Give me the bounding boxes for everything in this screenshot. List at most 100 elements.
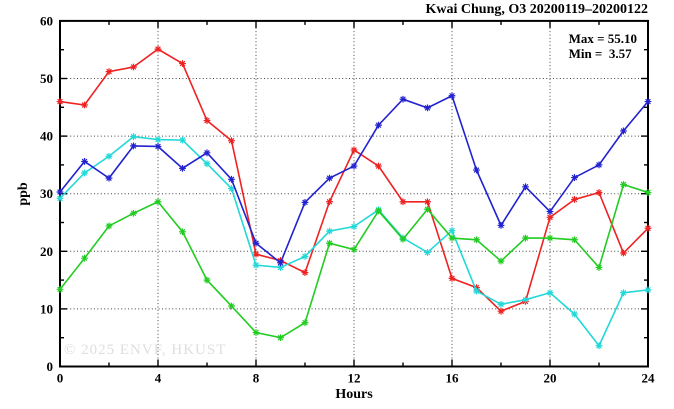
y-tick-label: 50 [40,71,53,86]
data-point-marker [620,289,627,297]
data-point-marker [595,264,603,271]
data-point-marker [473,236,480,244]
data-point-marker [620,127,627,135]
data-point-marker [350,223,358,230]
max-value-label: Max = 55.10 [568,31,637,46]
data-point-marker [620,249,627,257]
data-point-marker [522,296,529,304]
data-point-marker [473,166,480,174]
data-point-marker [228,302,235,310]
data-point-marker [448,227,456,234]
data-point-marker [399,198,407,206]
data-point-marker [595,342,603,350]
series-green-line [59,183,649,339]
x-axis-title: Hours [335,387,373,402]
data-point-marker [130,209,137,217]
series-blue-line [59,94,649,265]
data-point-marker [473,287,480,295]
x-tick-label: 0 [57,371,64,386]
x-tick-label: 8 [253,371,260,386]
data-point-marker [130,142,137,150]
data-point-marker [644,98,652,105]
data-point-marker [56,194,64,202]
data-point-marker [375,162,382,170]
data-point-marker [56,285,64,293]
data-point-marker [424,104,431,112]
data-point-marker [375,121,382,129]
data-point-marker [277,334,284,342]
data-point-marker [595,189,603,196]
chart-title: Kwai Chung, O3 20200119–20200122 [425,2,648,17]
data-point-marker [301,319,309,327]
data-point-marker [203,149,211,157]
data-point-marker [154,45,162,53]
data-point-marker [497,307,505,315]
stats-box: Max = 55.10 Min = 3.57 [569,31,637,61]
data-point-marker [203,160,211,168]
data-point-marker [571,196,578,203]
series-red [56,45,652,315]
data-point-marker [522,183,529,191]
y-tick-label: 60 [40,13,53,28]
data-point-marker [546,234,554,242]
data-point-marker [301,269,309,277]
data-point-marker [154,143,162,150]
data-point-marker [546,289,554,297]
data-point-marker [301,198,309,206]
series-green [56,181,652,342]
data-point-marker [350,162,358,170]
data-point-marker [228,137,235,145]
series-blue [56,92,652,267]
data-point-marker [546,213,554,221]
data-point-marker [375,207,382,215]
y-tick-label: 10 [40,301,53,316]
data-point-marker [399,235,407,243]
data-point-marker [546,208,554,215]
data-point-marker [81,101,88,109]
data-point-marker [473,284,480,291]
data-point-marker [399,95,407,103]
series-cyan [56,133,652,350]
data-point-marker [301,253,309,260]
data-point-marker [620,181,627,188]
data-point-marker [252,329,260,336]
data-point-marker [326,239,333,247]
data-point-marker [203,117,211,124]
data-point-marker [644,224,652,232]
data-point-marker [277,259,284,267]
data-point-marker [326,174,333,182]
min-value-label: Min = 3.57 [568,46,632,61]
data-point-marker [571,236,578,244]
data-point-marker [497,300,505,308]
data-point-marker [228,185,235,192]
x-tick-label: 20 [544,371,557,386]
data-point-marker [154,198,162,206]
data-point-marker [154,136,162,143]
data-point-marker [448,234,456,242]
y-tick-label: 0 [47,359,54,374]
data-point-marker [644,189,652,196]
data-point-marker [448,274,456,282]
data-point-marker [105,152,113,160]
data-point-marker [179,164,186,172]
data-point-marker [179,228,186,236]
y-axis-title: ppb [16,182,31,206]
x-tick-label: 4 [155,371,162,386]
data-point-marker [105,68,113,75]
data-point-marker [277,264,284,271]
data-point-marker [424,205,431,213]
data-point-marker [105,222,113,230]
data-point-marker [497,257,505,265]
data-point-marker [326,227,333,235]
data-point-marker [424,249,431,256]
y-tick-label: 40 [40,129,53,144]
data-point-marker [644,286,652,294]
data-point-marker [56,98,64,105]
data-point-marker [81,169,88,177]
data-point-marker [350,146,358,154]
x-tick-label: 16 [446,371,460,386]
data-point-marker [228,175,235,183]
data-point-marker [350,246,358,253]
